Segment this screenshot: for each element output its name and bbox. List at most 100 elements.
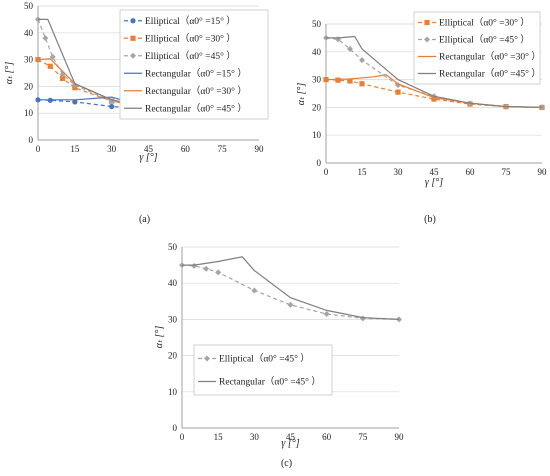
legend-entry: Elliptical（α0° =15° ） (145, 15, 236, 27)
x-tick-label: 45 (430, 167, 440, 177)
data-point (323, 310, 330, 317)
y-tick-label: 10 (168, 387, 178, 397)
data-point (42, 35, 49, 42)
legend-marker (204, 355, 210, 362)
data-point (47, 63, 53, 69)
legend-marker (424, 19, 430, 26)
x-axis-label: γ [°] (139, 152, 157, 163)
data-point (359, 81, 365, 87)
chart-panel-1: 0 10 20 30 40 50 0 15 30 45 60 75 90 γ [°] αₜ [°] (a) El… (4, 1, 269, 225)
x-tick-label: 75 (218, 144, 228, 154)
x-tick-label: 75 (358, 432, 368, 442)
x-tick-label: 30 (394, 167, 404, 177)
legend-entry: Elliptical（α0° =30° ） (439, 17, 530, 29)
data-point (335, 77, 341, 83)
legend-box (119, 9, 269, 120)
legend-entry: Rectangular（α0° =45° ） (145, 102, 247, 114)
y-tick-label: 20 (168, 351, 178, 361)
legend-entry: Rectangular（α0° =45° ） (219, 376, 321, 388)
panel-label: (c) (281, 458, 292, 469)
y-axis-label: αₜ [°] (154, 326, 165, 349)
legend-box (193, 344, 333, 396)
y-tick-label: 30 (312, 75, 322, 85)
legend-box (413, 11, 541, 85)
legend-entry: Elliptical（α0° =30° ） (145, 32, 236, 44)
x-tick-label: 90 (538, 167, 548, 177)
panel-label: (a) (139, 214, 150, 225)
data-point (59, 75, 66, 81)
data-point (347, 46, 353, 53)
chart-panel-2: 0 10 20 30 40 50 0 15 30 45 60 75 90 γ [°] αₜ [°] (b) El… (296, 11, 548, 225)
data-point (191, 262, 198, 269)
x-tick-label: 30 (250, 432, 260, 442)
legend-entry: Rectangular（α0° =30° ） (145, 85, 247, 97)
data-point (49, 53, 56, 60)
x-tick-label: 15 (358, 167, 368, 177)
data-point (203, 265, 210, 272)
legend-entry: Elliptical（α0° =45° ） (439, 34, 530, 46)
x-tick-label: 90 (395, 432, 405, 442)
data-point (287, 301, 294, 308)
data-point (359, 57, 365, 64)
y-tick-label: 50 (168, 242, 178, 252)
y-tick-label: 20 (312, 102, 322, 112)
x-tick-label: 60 (466, 167, 476, 177)
legend-marker (424, 36, 430, 43)
y-tick-label: 0 (29, 135, 34, 145)
x-axis-label: γ [°] (425, 177, 443, 188)
series-line (182, 256, 400, 320)
y-tick-label: 50 (24, 1, 34, 11)
data-point (395, 82, 401, 89)
y-axis-label: αₜ [°] (296, 83, 307, 106)
x-tick-label: 45 (144, 144, 154, 154)
data-point (215, 269, 222, 276)
y-tick-label: 20 (24, 81, 34, 91)
data-point (109, 103, 115, 110)
legend-entry: Rectangular（α0° =15° ） (145, 67, 247, 79)
data-point (359, 315, 366, 322)
legend: Elliptical（α0° =45° ） Rectangular（α0° =45… (193, 344, 333, 396)
x-tick-label: 45 (286, 432, 296, 442)
data-point (251, 287, 258, 294)
legend-entry: Rectangular（α0° =30° ） (439, 51, 541, 63)
legend-entry: Elliptical（α0° =45° ） (145, 50, 236, 62)
legend-marker (130, 35, 136, 41)
y-tick-label: 40 (168, 278, 178, 288)
data-point (72, 99, 78, 105)
data-point (71, 82, 78, 89)
series-line (181, 264, 400, 320)
x-axis-label: γ [°] (281, 438, 299, 449)
x-tick-label: 15 (214, 432, 224, 442)
legend-marker (130, 52, 136, 59)
y-tick-label: 10 (312, 130, 322, 140)
x-tick-label: 60 (181, 144, 191, 154)
series-line (37, 19, 260, 114)
legend-entry: Elliptical（α0° =45° ） (219, 353, 310, 365)
x-tick-label: 0 (180, 432, 185, 442)
y-tick-label: 30 (168, 314, 178, 324)
legend-marker (130, 18, 136, 24)
x-tick-label: 15 (70, 144, 80, 154)
x-tick-label: 0 (324, 167, 329, 177)
y-tick-label: 0 (173, 423, 178, 433)
data-point (395, 89, 401, 95)
x-tick-label: 30 (107, 144, 117, 154)
y-tick-label: 30 (24, 55, 34, 65)
x-tick-label: 0 (36, 144, 41, 154)
legend: Elliptical（α0° =15° ） Elliptical（α0° =30°… (119, 9, 269, 120)
x-tick-label: 90 (255, 144, 265, 154)
y-tick-label: 0 (317, 158, 322, 168)
y-tick-label: 10 (24, 108, 34, 118)
legend: Elliptical（α0° =30° ） Elliptical（α0° =45°… (413, 11, 541, 85)
y-tick-label: 40 (24, 28, 34, 38)
panel-label: (b) (424, 214, 436, 225)
x-tick-label: 75 (502, 167, 512, 177)
data-point (347, 78, 353, 84)
x-tick-label: 60 (322, 432, 332, 442)
y-axis-label: αₜ [°] (4, 62, 15, 85)
y-tick-label: 40 (312, 47, 322, 57)
chart-panel-3: 0 10 20 30 40 50 0 15 30 45 60 75 90 γ [°] αₜ [°] (c) El… (154, 242, 404, 469)
y-tick-label: 50 (312, 19, 322, 29)
legend-entry: Rectangular（α0° =45° ） (439, 68, 541, 80)
